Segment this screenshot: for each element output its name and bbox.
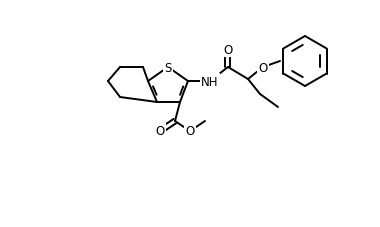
Text: O: O — [223, 43, 233, 56]
Text: O: O — [258, 61, 268, 74]
Text: S: S — [164, 61, 172, 74]
Text: NH: NH — [201, 75, 219, 88]
Text: O: O — [185, 125, 195, 138]
Text: O: O — [155, 125, 165, 138]
